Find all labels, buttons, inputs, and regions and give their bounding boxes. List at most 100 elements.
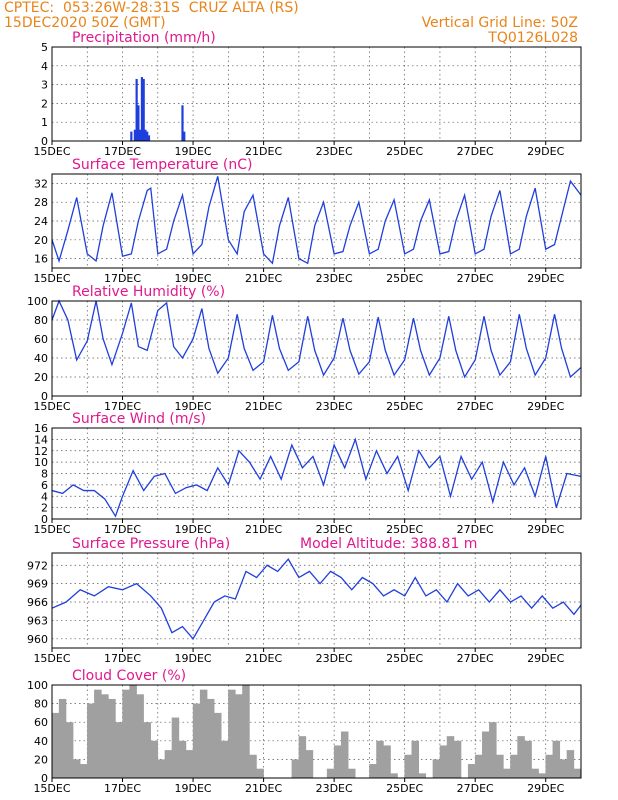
x-tick-label: 25DEC	[386, 652, 423, 665]
x-tick-label: 21DEC	[245, 145, 282, 158]
precip-bar	[147, 135, 151, 141]
y-tick-label: 960	[27, 633, 48, 646]
cloud-bar	[326, 768, 335, 778]
y-tick-label: 40	[34, 735, 48, 748]
y-tick-label: 4	[41, 490, 48, 503]
x-tick-label: 27DEC	[457, 782, 494, 795]
cloud-bar	[517, 736, 525, 778]
x-tick-label: 17DEC	[104, 782, 141, 795]
y-tick-label: 16	[34, 422, 48, 435]
header-model-code: TQ0126L028	[488, 30, 578, 46]
cloud-bar	[305, 750, 314, 778]
cloud-bar	[256, 768, 264, 778]
x-tick-label: 25DEC	[386, 523, 423, 536]
cloud-bar	[503, 768, 511, 778]
cloud-bar	[474, 754, 483, 778]
cloud-bar	[489, 722, 497, 778]
cloud-bar	[566, 750, 575, 778]
cloud-bar	[122, 689, 130, 778]
cloud-bar	[185, 750, 194, 778]
x-tick-label: 19DEC	[175, 782, 212, 795]
pressure-series-line	[51, 558, 582, 640]
x-tick-label: 21DEC	[245, 652, 282, 665]
cloud-bar	[376, 740, 384, 778]
x-tick-label: 15DEC	[33, 400, 70, 413]
cloud-frame	[51, 684, 582, 779]
y-tick-label: 4	[41, 60, 48, 73]
cloud-bar	[573, 768, 582, 778]
cloud-bar	[108, 698, 116, 778]
cloud-bar	[199, 689, 208, 778]
cloud-bar	[348, 768, 356, 778]
cloud-bar	[101, 694, 109, 778]
cloud-bar	[559, 759, 568, 778]
y-tick-label: 2	[41, 502, 48, 515]
rh-frame	[51, 300, 582, 397]
wind-series-line	[51, 437, 582, 518]
x-tick-label: 25DEC	[386, 145, 423, 158]
temp-frame	[51, 173, 582, 269]
y-tick-label: 80	[34, 314, 48, 327]
cloud-bar	[404, 754, 412, 778]
x-tick-label: 19DEC	[175, 400, 212, 413]
y-tick-label: 24	[34, 215, 48, 228]
x-tick-label: 21DEC	[245, 272, 282, 285]
x-tick-label: 27DEC	[457, 272, 494, 285]
x-tick-label: 29DEC	[527, 145, 564, 158]
cloud-bar	[178, 740, 187, 778]
y-tick-label: 2	[41, 97, 48, 110]
x-tick-label: 15DEC	[33, 272, 70, 285]
cloud-bar	[143, 722, 151, 778]
x-tick-label: 29DEC	[527, 652, 564, 665]
header-source: CPTEC: 053:26W-28:31S CRUZ ALTA (RS)	[4, 0, 299, 16]
cloud-bar	[531, 768, 539, 778]
cloud-bar	[390, 773, 398, 778]
x-tick-label: 15DEC	[33, 652, 70, 665]
rh-panel: 0 20 40 60 80 100 15DEC 17DEC 19DEC 21DEC 23DEC 25D…	[27, 284, 582, 413]
x-tick-label: 17DEC	[104, 523, 141, 536]
cloud-bar	[129, 685, 137, 778]
x-tick-label: 15DEC	[33, 145, 70, 158]
y-tick-label: 20	[34, 371, 48, 384]
precip-bar	[183, 131, 186, 141]
precip-bar	[133, 129, 136, 141]
cloud-bar	[510, 754, 518, 778]
header-coords: 053:26W-28:31S	[63, 0, 180, 16]
cloud-bar	[496, 754, 504, 778]
cloud-bar	[545, 754, 554, 778]
x-tick-label: 29DEC	[527, 272, 564, 285]
y-tick-label: 60	[34, 716, 48, 729]
x-tick-label: 19DEC	[175, 272, 212, 285]
x-tick-label: 27DEC	[457, 652, 494, 665]
cloud-bar	[58, 698, 67, 778]
y-tick-label: 12	[34, 445, 48, 458]
cloud-bar	[446, 736, 455, 778]
precip-bar	[142, 78, 145, 141]
x-tick-label: 25DEC	[386, 400, 423, 413]
cloud-bar	[94, 689, 102, 778]
cloud-title: Cloud Cover (%)	[72, 668, 186, 684]
pressure-panel: 960 963 966 969 972 15DEC 17DEC 19DEC 21DEC 23DEC…	[27, 536, 582, 665]
cloud-panel: 0 20 40 60 80 100 15DEC 17DEC 19DEC 21DEC 23DEC 25D…	[27, 668, 582, 795]
x-tick-label: 23DEC	[316, 523, 353, 536]
x-tick-label: 25DEC	[386, 272, 423, 285]
cloud-bar	[235, 694, 243, 778]
cloud-bar	[383, 745, 391, 778]
cloud-bar	[453, 740, 462, 778]
cloud-bar	[65, 722, 74, 778]
x-tick-label: 29DEC	[527, 782, 564, 795]
wind-title: Surface Wind (m/s)	[72, 411, 206, 427]
cloud-bar	[206, 698, 215, 778]
cloud-bar	[87, 703, 95, 778]
x-tick-label: 21DEC	[245, 523, 282, 536]
precip-bar	[144, 129, 147, 141]
precip-bar	[137, 105, 140, 141]
y-tick-label: 20	[34, 234, 48, 247]
y-tick-label: 0	[41, 390, 48, 403]
x-tick-label: 19DEC	[175, 523, 212, 536]
cloud-bar	[369, 764, 377, 778]
cloud-bar	[538, 773, 546, 778]
x-tick-label: 23DEC	[316, 400, 353, 413]
x-tick-label: 21DEC	[245, 782, 282, 795]
x-tick-label: 21DEC	[245, 400, 282, 413]
